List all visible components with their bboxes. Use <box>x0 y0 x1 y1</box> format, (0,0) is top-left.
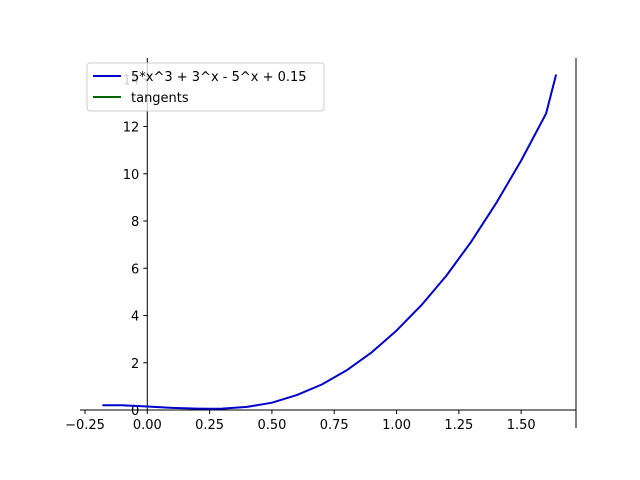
y-tick-label: 0 <box>131 404 139 419</box>
x-tick-label: 1.00 <box>382 418 411 433</box>
legend-label-series-1: 5*x^3 + 3^x - 5^x + 0.15 <box>131 70 307 85</box>
x-tick-label: −0.25 <box>65 418 105 433</box>
y-tick-label: 10 <box>123 168 140 183</box>
x-tick-label: 0.25 <box>195 418 224 433</box>
x-tick-label: 0.00 <box>133 418 162 433</box>
y-tick-label: 6 <box>131 262 139 277</box>
y-tick-label: 4 <box>131 310 139 325</box>
axes: −0.25 0.00 0.25 0.50 0.75 1.00 1.25 1.50 0 2 4 6 8 10… <box>65 58 577 433</box>
x-tick-label: 1.50 <box>507 418 536 433</box>
y-tick-label: 2 <box>131 357 139 372</box>
y-tick-label: 8 <box>131 215 139 230</box>
series-layer <box>102 74 558 410</box>
x-tick-label: 0.75 <box>320 418 349 433</box>
legend-label-tangents: tangents <box>131 91 189 106</box>
x-tick-label: 0.50 <box>257 418 286 433</box>
legend-box <box>86 62 325 112</box>
y-tick-label: 12 <box>123 121 140 136</box>
x-tick-label: 1.25 <box>444 418 473 433</box>
legend: 5*x^3 + 3^x - 5^x + 0.15 tangents <box>86 62 325 112</box>
series-line-1 <box>102 74 558 410</box>
